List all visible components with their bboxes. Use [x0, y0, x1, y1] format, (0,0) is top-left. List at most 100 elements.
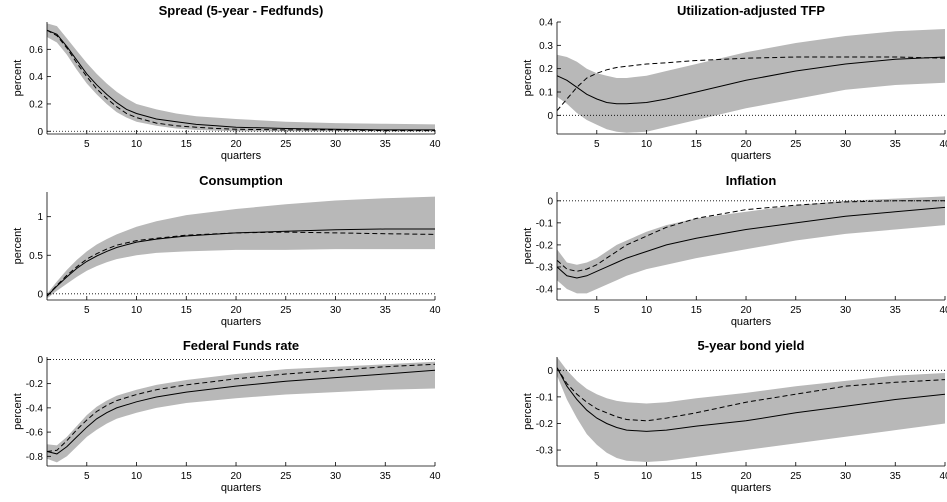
x-axis-label: quarters: [731, 316, 772, 328]
median-line: [47, 29, 435, 131]
x-tick-label: 40: [939, 139, 947, 150]
panel-title: Utilization-adjusted TFP: [677, 3, 825, 18]
y-tick-label: -0.2: [26, 379, 44, 390]
x-tick-label: 10: [131, 471, 143, 482]
y-tick-label: -0.2: [536, 419, 554, 430]
confidence-band: [47, 196, 435, 299]
x-tick-label: 40: [939, 305, 947, 316]
x-tick-label: 25: [280, 305, 292, 316]
y-axis-label: percent: [12, 228, 24, 265]
x-tick-label: 15: [181, 139, 193, 150]
dashed-line: [47, 363, 435, 452]
x-tick-label: 30: [840, 471, 852, 482]
median-line: [557, 56, 945, 105]
y-tick-label: 0.4: [29, 72, 43, 83]
dashed-line: [557, 200, 945, 272]
y-tick-label: -0.3: [536, 446, 554, 457]
y-tick-label: -0.2: [536, 240, 554, 251]
x-tick-label: 15: [691, 139, 703, 150]
plot-area: [47, 196, 435, 299]
dashed-line: [47, 231, 435, 297]
x-tick-label: 30: [330, 139, 342, 150]
dashed-line: [557, 367, 945, 422]
y-tick-label: 0: [547, 111, 553, 122]
x-tick-label: 20: [740, 139, 752, 150]
plot-area: [557, 196, 945, 294]
plot-area: [557, 29, 945, 133]
y-tick-label: -0.4: [26, 403, 44, 414]
y-tick-label: 0.2: [29, 99, 43, 110]
plot-area: [47, 359, 435, 463]
y-tick-label: 0: [37, 355, 43, 366]
panel-title: 5-year bond yield: [698, 338, 805, 353]
x-tick-label: 20: [740, 305, 752, 316]
median-line: [557, 367, 945, 432]
y-tick-label: 0: [547, 196, 553, 207]
x-tick-label: 10: [641, 471, 653, 482]
x-tick-label: 5: [594, 471, 600, 482]
confidence-band: [47, 361, 435, 463]
panel-5: Federal Funds rate quarters percent 5 10 15 20…: [12, 338, 441, 494]
y-tick-label: 0.3: [539, 41, 553, 52]
y-axis-label: percent: [12, 393, 24, 430]
x-tick-label: 40: [429, 305, 441, 316]
y-axis-label: percent: [522, 393, 534, 430]
y-tick-label: 1: [37, 212, 43, 223]
panel-title: Inflation: [726, 173, 777, 188]
x-tick-label: 30: [840, 139, 852, 150]
median-line: [47, 369, 435, 455]
x-axis-label: quarters: [221, 482, 262, 494]
panel-4: Inflation quarters percent 5 10 15 20 25 30 35 40 0…: [522, 173, 947, 328]
y-tick-label: 0: [37, 289, 43, 300]
y-axis-label: percent: [522, 60, 534, 97]
x-tick-label: 15: [181, 471, 193, 482]
median-line: [557, 206, 945, 279]
x-tick-label: 20: [230, 471, 242, 482]
y-tick-label: 0.2: [539, 64, 553, 75]
y-tick-label: 0.5: [29, 251, 43, 262]
y-tick-label: 0.4: [539, 18, 553, 29]
x-tick-label: 15: [691, 305, 703, 316]
x-axis-label: quarters: [221, 150, 262, 162]
x-tick-label: 10: [641, 139, 653, 150]
panel-title: Federal Funds rate: [183, 338, 299, 353]
y-tick-label: -0.6: [26, 428, 44, 439]
x-tick-label: 10: [131, 139, 143, 150]
x-axis-label: quarters: [731, 482, 772, 494]
y-tick-label: 0.6: [29, 45, 43, 56]
panel-6: 5-year bond yield quarters percent 5 10 15 20 2…: [522, 338, 947, 494]
x-axis-label: quarters: [731, 150, 772, 162]
x-tick-label: 35: [890, 305, 902, 316]
y-tick-label: 0: [37, 127, 43, 138]
confidence-band: [557, 196, 945, 294]
x-tick-label: 5: [84, 139, 90, 150]
x-tick-label: 40: [429, 139, 441, 150]
x-tick-label: 20: [740, 471, 752, 482]
y-tick-label: 0: [547, 366, 553, 377]
panel-title: Consumption: [199, 173, 283, 188]
plot-area: [557, 357, 945, 462]
dashed-line: [557, 56, 945, 112]
x-tick-label: 40: [939, 471, 947, 482]
panel-title: Spread (5-year - Fedfunds): [159, 3, 324, 18]
x-axis-label: quarters: [221, 316, 262, 328]
confidence-band: [47, 23, 435, 132]
y-axis-label: percent: [12, 60, 24, 97]
y-tick-label: -0.3: [536, 262, 554, 273]
median-line: [47, 228, 435, 297]
x-tick-label: 35: [890, 139, 902, 150]
x-tick-label: 10: [131, 305, 143, 316]
x-tick-label: 25: [280, 471, 292, 482]
x-tick-label: 5: [84, 471, 90, 482]
plot-area: [47, 23, 435, 132]
y-tick-label: -0.8: [26, 452, 44, 463]
x-tick-label: 35: [380, 139, 392, 150]
x-tick-label: 5: [594, 305, 600, 316]
x-tick-label: 20: [230, 305, 242, 316]
x-tick-label: 10: [641, 305, 653, 316]
x-tick-label: 35: [380, 305, 392, 316]
panel-2: Utilization-adjusted TFP quarters percent 5…: [522, 3, 947, 162]
x-tick-label: 30: [330, 305, 342, 316]
